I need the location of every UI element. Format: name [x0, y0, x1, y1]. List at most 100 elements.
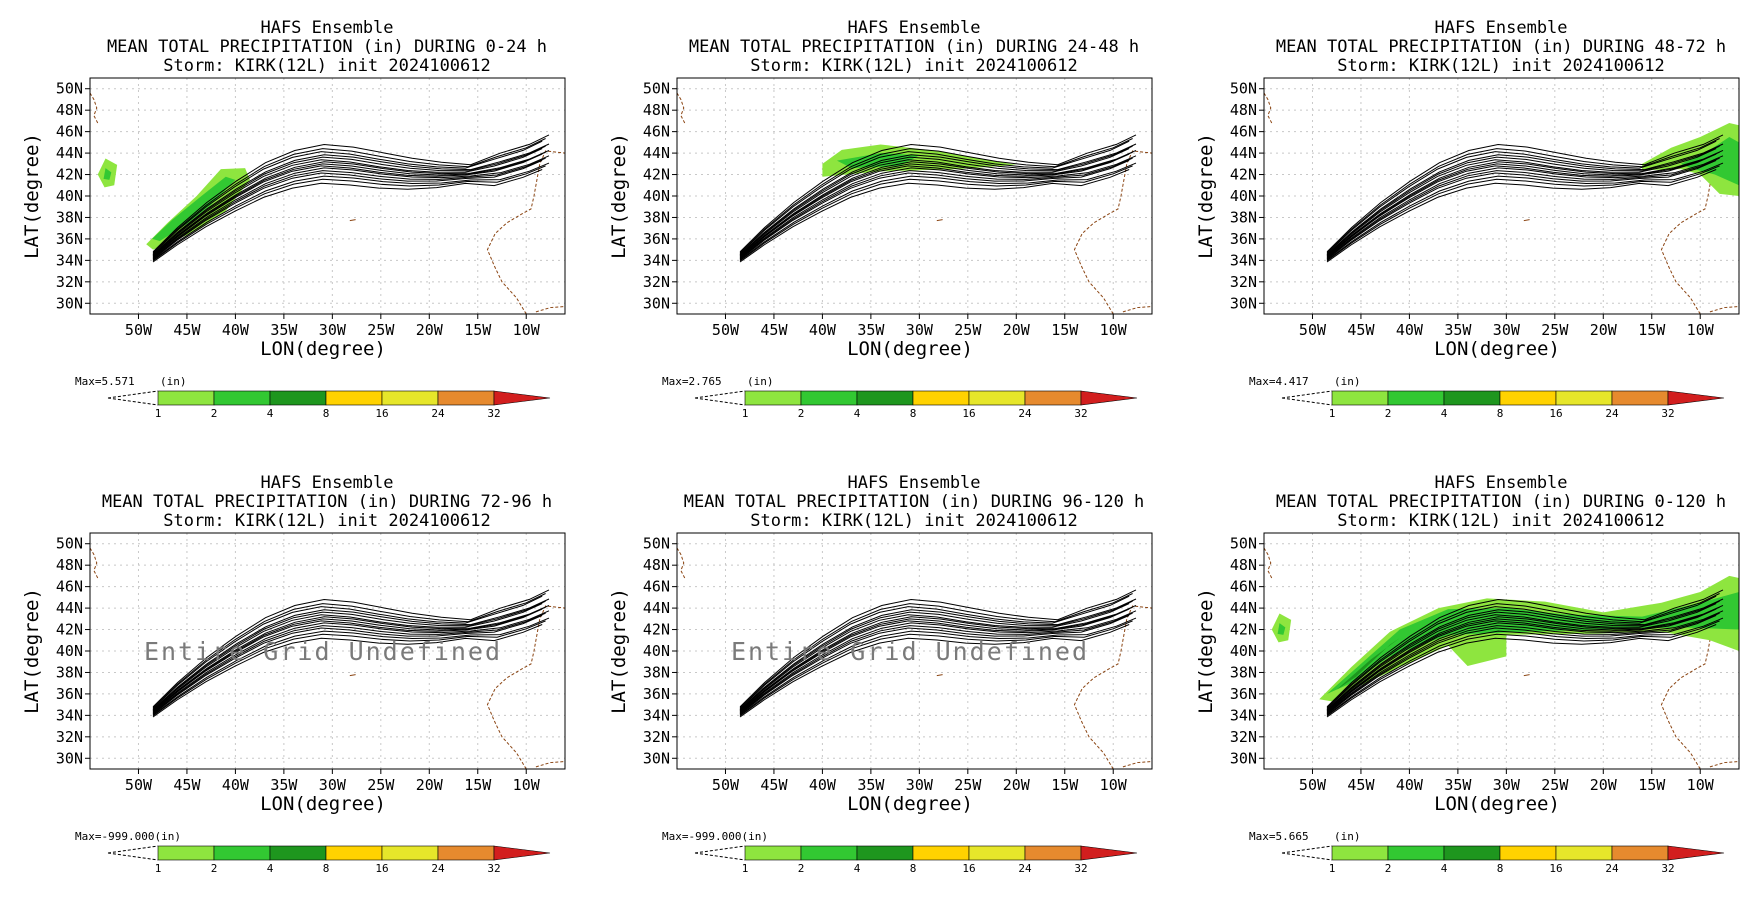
colorbar-segment — [213, 390, 271, 406]
lat-tick-label: 32N — [1230, 728, 1257, 746]
ensemble-track-member — [152, 614, 543, 715]
title-period: MEAN TOTAL PRECIPITATION (in) DURING 96-… — [684, 492, 1145, 512]
ensemble-track-member — [1326, 589, 1724, 708]
ensemble-track-member — [152, 138, 546, 254]
ensemble-track-member — [1326, 134, 1724, 253]
ensemble-track-member — [1326, 155, 1724, 259]
lon-tick-label: 25W — [1541, 776, 1569, 794]
ensemble-track-member — [739, 589, 1137, 708]
lat-tick-label: 48N — [643, 556, 670, 574]
colorbar-level-label: 24 — [1018, 407, 1032, 420]
ensemble-track-member — [152, 134, 550, 253]
ensemble-track-member — [739, 151, 1133, 258]
y-axis-label: LAT(degree) — [608, 133, 630, 259]
colorbar-level-label: 16 — [1549, 407, 1562, 420]
ensemble-track-member — [1326, 159, 1717, 260]
title-storm: Storm: KIRK(12L) init 2024100612 — [163, 511, 491, 531]
ensemble-track-member — [739, 617, 1137, 716]
precip-area-west-core — [103, 168, 112, 180]
lat-tick-label: 42N — [56, 621, 83, 639]
colorbar-segment — [157, 390, 215, 406]
lat-tick-label: 34N — [56, 251, 83, 269]
title-storm: Storm: KIRK(12L) init 2024100612 — [750, 511, 1078, 531]
ensemble-track-member — [1326, 598, 1724, 710]
ensemble-track-member — [152, 169, 543, 263]
lon-tick-label: 25W — [1541, 321, 1569, 339]
x-axis-label: LON(degree) — [1434, 338, 1560, 360]
max-value-label: Max=-999.000(in) — [662, 830, 768, 843]
lat-tick-label: 50N — [56, 535, 83, 553]
map-area — [677, 533, 1152, 769]
lon-tick-label: 25W — [367, 776, 395, 794]
colorbar-segment — [1443, 390, 1501, 406]
lat-tick-label: 36N — [1230, 230, 1257, 248]
lat-tick-label: 50N — [643, 80, 670, 98]
ensemble-track-member — [739, 162, 1137, 261]
colorbar-segment — [437, 390, 495, 406]
ensemble-track-member — [739, 612, 1133, 714]
colorbar-segment — [157, 845, 215, 861]
colorbar-segment — [1024, 845, 1082, 861]
lon-tick-label: 10W — [513, 776, 541, 794]
colorbar-level-label: 16 — [1549, 862, 1562, 875]
max-value-label: Max=-999.000(in) — [75, 830, 181, 843]
coastline-newfoundland — [677, 547, 686, 579]
colorbar-segment — [1387, 390, 1445, 406]
lon-tick-label: 40W — [1396, 321, 1424, 339]
ensemble-track-member — [152, 610, 550, 714]
ensemble-track-member — [152, 148, 543, 257]
ensemble-track-member — [1326, 162, 1724, 261]
lon-tick-label: 40W — [809, 321, 837, 339]
title-period: MEAN TOTAL PRECIPITATION (in) DURING 48-… — [1276, 37, 1726, 57]
colorbar-segment — [744, 390, 802, 406]
lat-tick-label: 32N — [643, 728, 670, 746]
lat-tick-label: 50N — [1230, 535, 1257, 553]
colorbar-level-label: 4 — [267, 862, 274, 875]
lat-tick-label: 36N — [643, 685, 670, 703]
lat-tick-label: 46N — [56, 123, 83, 141]
lat-tick-label: 42N — [1230, 166, 1257, 184]
lat-tick-label: 48N — [1230, 101, 1257, 119]
lat-tick-label: 42N — [56, 166, 83, 184]
colorbar-level-label: 16 — [375, 862, 388, 875]
lat-tick-label: 34N — [643, 251, 670, 269]
lat-tick-label: 46N — [643, 123, 670, 141]
lon-tick-label: 30W — [1493, 321, 1521, 339]
colorbar-segment — [1024, 390, 1082, 406]
lat-tick-label: 42N — [643, 621, 670, 639]
ensemble-track-member — [152, 612, 546, 714]
lon-tick-label: 50W — [712, 321, 740, 339]
title-storm: Storm: KIRK(12L) init 2024100612 — [1337, 511, 1665, 531]
colorbar-level-label: 1 — [1329, 407, 1336, 420]
lon-tick-label: 40W — [809, 776, 837, 794]
ensemble-track-member — [1326, 165, 1720, 262]
lat-tick-label: 32N — [1230, 273, 1257, 291]
lon-tick-label: 15W — [464, 776, 492, 794]
precip-swath-moderate — [152, 176, 236, 242]
ensemble-track-member — [152, 593, 546, 709]
colorbar-level-label: 32 — [487, 407, 500, 420]
title-period: MEAN TOTAL PRECIPITATION (in) DURING 0-2… — [107, 37, 547, 57]
lat-tick-label: 36N — [56, 685, 83, 703]
colorbar-segment — [325, 845, 383, 861]
colorbar-level-label: 8 — [1497, 407, 1504, 420]
colorbar-level-label: 32 — [1074, 407, 1087, 420]
ensemble-track-member — [1326, 606, 1720, 713]
lon-tick-label: 50W — [125, 321, 153, 339]
ensemble-track-member — [152, 595, 543, 710]
colorbar-level-label: 4 — [854, 862, 861, 875]
title-model: HAFS Ensemble — [1434, 18, 1567, 38]
ensemble-track-member — [152, 151, 546, 258]
lon-tick-label: 45W — [1347, 321, 1375, 339]
lon-tick-label: 15W — [1051, 321, 1079, 339]
ensemble-track-member — [739, 148, 1130, 257]
lat-tick-label: 38N — [643, 663, 670, 681]
lat-tick-label: 38N — [1230, 663, 1257, 681]
ensemble-track-member — [1326, 169, 1717, 263]
lon-tick-label: 25W — [954, 321, 982, 339]
lat-tick-label: 48N — [643, 101, 670, 119]
y-axis-label: LAT(degree) — [1195, 133, 1217, 259]
ensemble-track-member — [1326, 620, 1720, 717]
